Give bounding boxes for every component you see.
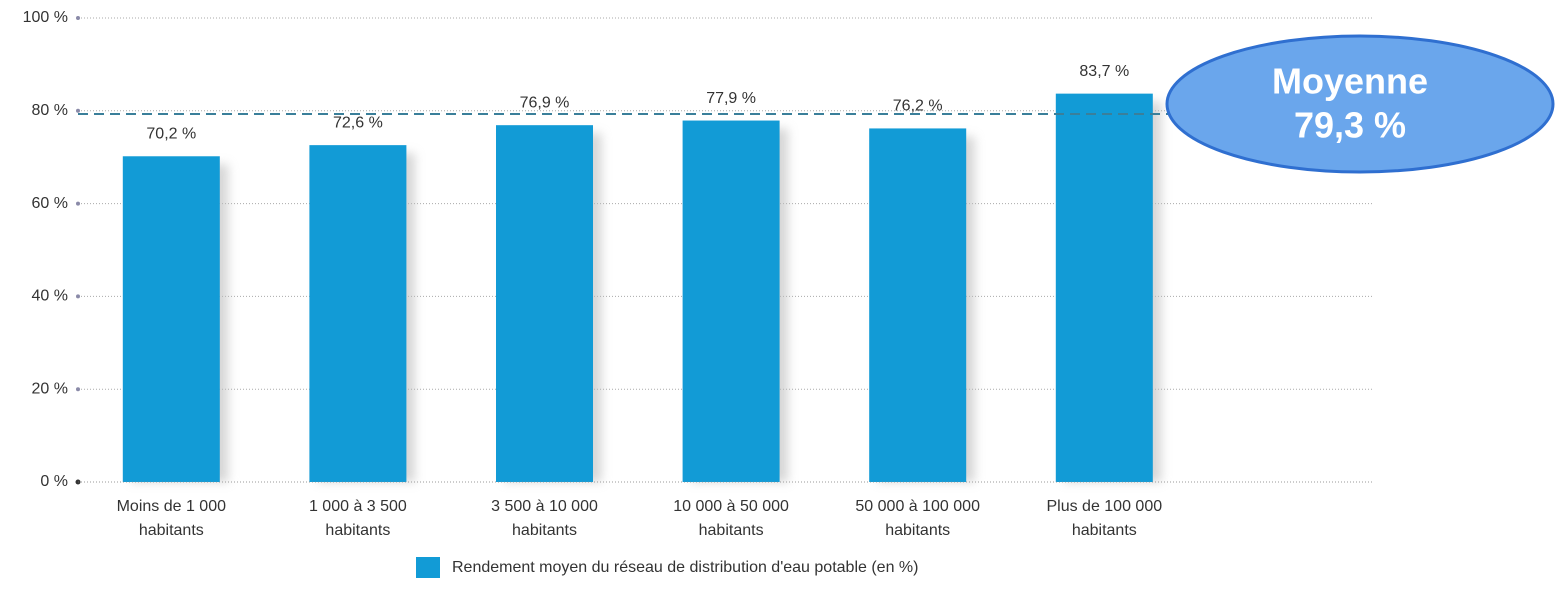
- average-title: Moyenne: [1272, 61, 1428, 102]
- y-tick-label: 20 %: [32, 380, 68, 397]
- x-tick-label: Plus de 100 000: [1046, 498, 1162, 515]
- data-label: 76,9 %: [520, 94, 570, 111]
- bar: [496, 125, 593, 483]
- x-tick-label: 3 500 à 10 000: [491, 498, 598, 515]
- y-tick-dot: [76, 108, 80, 113]
- x-tick-label: habitants: [325, 522, 390, 539]
- y-tick-dot: [76, 387, 80, 392]
- average-callout: [1165, 34, 1555, 174]
- y-tick-dot: [76, 294, 80, 299]
- data-label: 83,7 %: [1079, 63, 1129, 80]
- y-tick-dot: [76, 16, 80, 20]
- y-tick-label: 0 %: [40, 473, 68, 490]
- x-tick-label: Moins de 1 000: [117, 498, 227, 515]
- x-tick-label: 1 000 à 3 500: [309, 498, 407, 515]
- y-tick-label: 60 %: [32, 195, 68, 212]
- y-tick-label: 100 %: [23, 9, 68, 26]
- data-label: 70,2 %: [146, 125, 196, 142]
- legend-swatch: [416, 557, 440, 578]
- data-label: 77,9 %: [706, 90, 756, 107]
- data-label: 76,2 %: [893, 98, 943, 115]
- x-tick-label: habitants: [139, 522, 204, 539]
- bar: [309, 145, 407, 483]
- legend-label: Rendement moyen du réseau de distributio…: [452, 559, 918, 576]
- y-tick-label: 80 %: [32, 102, 68, 119]
- y-tick-dot: [76, 201, 80, 206]
- bar: [682, 120, 780, 482]
- average-label: 79,3 %: [1294, 105, 1406, 146]
- y-tick-label: 40 %: [32, 288, 68, 305]
- x-tick-label: habitants: [1072, 522, 1137, 539]
- data-label: 72,6 %: [333, 114, 383, 131]
- x-tick-label: habitants: [885, 522, 950, 539]
- bar: [1055, 93, 1153, 483]
- x-tick-label: habitants: [699, 522, 764, 539]
- bar: [869, 128, 967, 482]
- x-tick-label: 10 000 à 50 000: [673, 498, 789, 515]
- bar: [122, 156, 220, 482]
- x-tick-label: habitants: [512, 522, 577, 539]
- x-tick-label: 50 000 à 100 000: [855, 498, 980, 515]
